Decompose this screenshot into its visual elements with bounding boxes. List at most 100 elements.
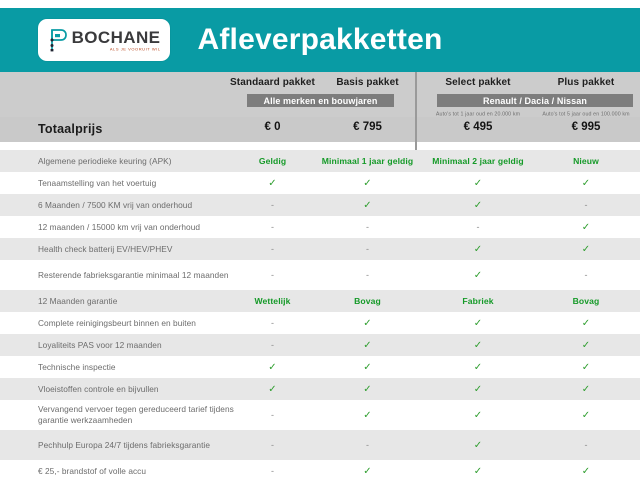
feature-label: 12 Maanden garantie — [38, 295, 118, 306]
feature-label: Vloeistoffen controle en bijvullen — [38, 383, 159, 394]
cell-select: ✓ — [473, 269, 483, 281]
car-plate-icon — [50, 29, 67, 52]
total-price-standaard: € 0 — [264, 121, 281, 133]
cell-plus: Bovag — [572, 296, 600, 306]
column-subnote-select: Auto's tot 1 jaar oud en 20.000 km — [435, 111, 521, 117]
cell-plus: ✓ — [581, 317, 591, 329]
cell-standaard: ✓ — [268, 177, 277, 189]
feature-label: Complete reinigingsbeurt binnen en buite… — [38, 317, 196, 328]
feature-label: Resterende fabrieksgarantie minimaal 12 … — [38, 269, 229, 280]
cell-select: Fabriek — [462, 296, 494, 306]
table-row: Complete reinigingsbeurt binnen en buite… — [0, 312, 640, 334]
table-row: € 25,- brandstof of volle accu - ✓ ✓ ✓ — [0, 460, 640, 482]
total-price-row — [0, 117, 640, 142]
table-row: Resterende fabrieksgarantie minimaal 12 … — [0, 260, 640, 290]
table-row: Pechhulp Europa 24/7 tijdens fabrieksgar… — [0, 430, 640, 460]
feature-label: Loyaliteits PAS voor 12 maanden — [38, 339, 162, 350]
cell-basis: Bovag — [354, 296, 381, 306]
cell-select: Minimaal 2 jaar geldig — [432, 156, 524, 166]
total-price-basis: € 795 — [353, 121, 382, 133]
table-row: 12 maanden / 15000 km vrij van onderhoud… — [0, 216, 640, 238]
cell-plus: ✓ — [581, 243, 591, 255]
cell-select: ✓ — [473, 439, 483, 451]
cell-select: - — [476, 222, 480, 232]
cell-standaard: ✓ — [268, 361, 277, 373]
feature-label: Algemene periodieke keuring (APK) — [38, 155, 172, 166]
cell-basis: ✓ — [363, 199, 372, 211]
total-price-label: Totaalprijs — [38, 122, 103, 136]
table-row: 6 Maanden / 7500 KM vrij van onderhoud - ✓… — [0, 194, 640, 216]
cell-standaard: - — [271, 410, 274, 420]
cell-select: ✓ — [473, 465, 483, 477]
feature-label: € 25,- brandstof of volle accu — [38, 465, 147, 476]
table-row: Vervangend vervoer tegen gereduceerd tar… — [0, 400, 640, 430]
cell-basis: ✓ — [363, 409, 372, 421]
table-row: Loyaliteits PAS voor 12 maanden - ✓ ✓ ✓ — [0, 334, 640, 356]
cell-basis: ✓ — [363, 361, 372, 373]
feature-label: Tenaamstelling van het voertuig — [38, 177, 157, 188]
cell-basis: - — [366, 244, 369, 254]
group-bar-renault-dacia-nissan: Renault / Dacia / Nissan — [437, 94, 633, 107]
cell-standaard: - — [271, 270, 274, 280]
feature-label: Vervangend vervoer tegen gereduceerd tar… — [38, 404, 234, 425]
cell-basis: - — [366, 270, 369, 280]
cell-basis: - — [366, 440, 369, 450]
column-header-standaard: Standaard pakket — [230, 77, 315, 88]
logo-wordmark: BOCHANE — [71, 27, 161, 47]
column-header-plus: Plus pakket — [557, 77, 615, 88]
cell-plus: - — [584, 440, 588, 450]
cell-standaard: - — [271, 244, 274, 254]
feature-label: Health check batterij EV/HEV/PHEV — [38, 243, 173, 254]
cell-select: ✓ — [473, 361, 483, 373]
page-banner: BOCHANE ALS JE VOORUIT WIL Afleverpakket… — [0, 8, 640, 72]
table-row: 12 Maanden garantie Wettelijk Bovag Fabriek… — [0, 290, 640, 312]
cell-select: ✓ — [473, 409, 483, 421]
cell-basis: ✓ — [363, 465, 372, 477]
cell-standaard: - — [271, 200, 274, 210]
table-row: Technische inspectie ✓ ✓ ✓ ✓ — [0, 356, 640, 378]
cell-basis: ✓ — [363, 177, 372, 189]
feature-label: 12 maanden / 15000 km vrij van onderhoud — [38, 221, 201, 232]
cell-select: ✓ — [473, 177, 483, 189]
table-row: Algemene periodieke keuring (APK) Geldig M… — [0, 150, 640, 172]
total-price-select: € 495 — [463, 121, 493, 133]
group-bar-alle-merken: Alle merken en bouwjaren — [247, 94, 394, 107]
cell-basis: Minimaal 1 jaar geldig — [321, 156, 414, 166]
cell-standaard: ✓ — [268, 383, 277, 395]
cell-standaard: - — [271, 340, 274, 350]
cell-standaard: - — [271, 318, 274, 328]
cell-standaard: Geldig — [258, 156, 287, 166]
cell-plus: ✓ — [581, 383, 591, 395]
logo-tagline: ALS JE VOORUIT WIL — [109, 46, 161, 52]
cell-plus: - — [584, 200, 588, 210]
cell-plus: - — [584, 270, 588, 280]
bochane-logo[interactable]: BOCHANE ALS JE VOORUIT WIL — [38, 19, 170, 61]
cell-plus: ✓ — [581, 339, 591, 351]
cell-plus: ✓ — [581, 409, 591, 421]
column-header-select: Select pakket — [445, 77, 511, 88]
cell-select: ✓ — [473, 243, 483, 255]
table-row: Health check batterij EV/HEV/PHEV - - ✓ ✓ — [0, 238, 640, 260]
cell-plus: ✓ — [581, 361, 591, 373]
cell-basis: ✓ — [363, 339, 372, 351]
features-table: Algemene periodieke keuring (APK) Geldig M… — [0, 150, 640, 482]
table-row: Vloeistoffen controle en bijvullen ✓ ✓ ✓ ✓ — [0, 378, 640, 400]
feature-label: Technische inspectie — [38, 361, 116, 372]
cell-select: ✓ — [473, 383, 483, 395]
table-row: Tenaamstelling van het voertuig ✓ ✓ ✓ ✓ — [0, 172, 640, 194]
cell-plus: ✓ — [581, 221, 591, 233]
cell-standaard: - — [271, 466, 274, 476]
cell-basis: ✓ — [363, 317, 372, 329]
cell-select: ✓ — [473, 339, 483, 351]
column-header-basis: Basis pakket — [336, 77, 399, 88]
cell-basis: - — [366, 222, 369, 232]
cell-plus: Nieuw — [573, 156, 599, 166]
cell-standaard: - — [271, 222, 274, 232]
cell-select: ✓ — [473, 199, 483, 211]
cell-basis: ✓ — [363, 383, 372, 395]
cell-standaard: Wettelijk — [254, 296, 291, 306]
cell-plus: ✓ — [581, 177, 591, 189]
cell-plus: ✓ — [581, 465, 591, 477]
total-price-plus: € 995 — [571, 121, 601, 133]
